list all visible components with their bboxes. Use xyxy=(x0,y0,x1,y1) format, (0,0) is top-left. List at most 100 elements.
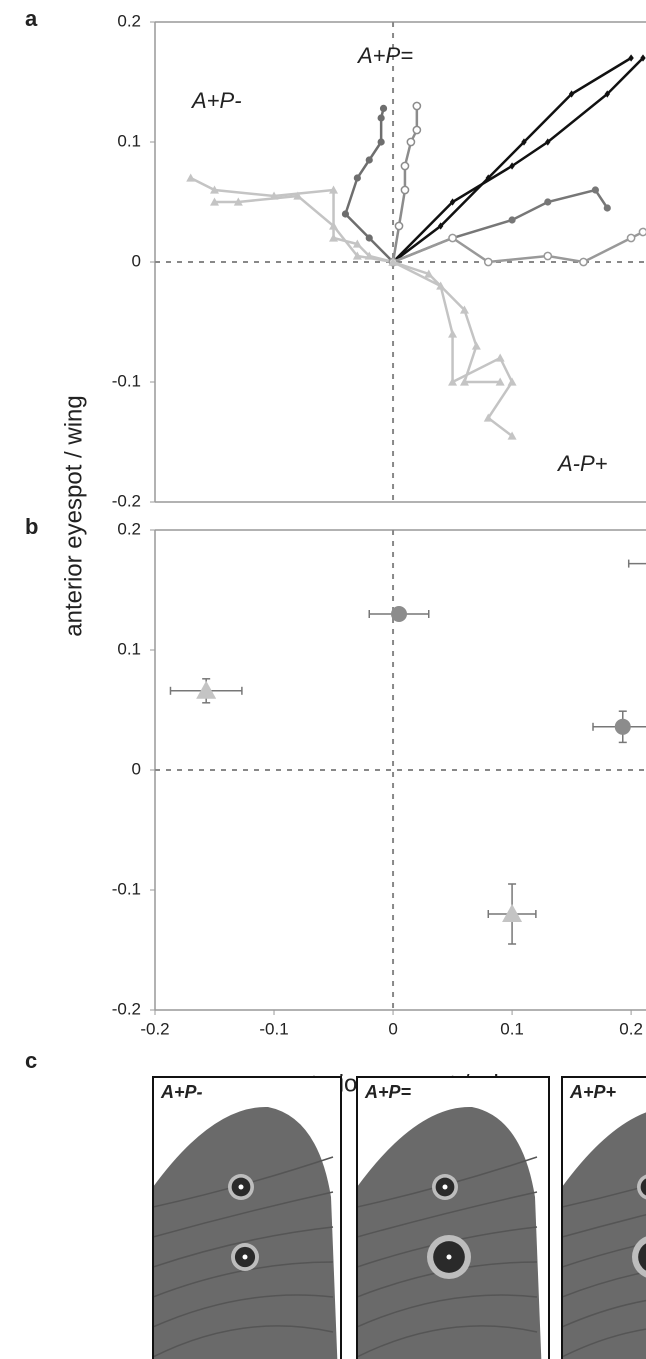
marker xyxy=(437,222,444,230)
marker xyxy=(353,174,361,182)
photo-label: A+P- xyxy=(160,1082,203,1102)
marker xyxy=(604,90,610,98)
trajectory-line xyxy=(392,260,501,384)
x-tick-label: 0.2 xyxy=(619,1019,643,1038)
marker xyxy=(579,257,588,267)
marker xyxy=(406,137,416,147)
marker xyxy=(449,198,456,206)
trajectory-line xyxy=(392,260,514,437)
marker xyxy=(210,197,220,206)
marker xyxy=(459,377,469,386)
trajectory-line xyxy=(214,194,394,264)
marker xyxy=(424,269,434,278)
y-tick-label: -0.2 xyxy=(112,999,141,1018)
panel-label: b xyxy=(25,514,38,539)
marker xyxy=(448,329,458,338)
trajectory-line xyxy=(190,176,394,264)
x-tick-label: -0.2 xyxy=(140,1019,169,1038)
marker xyxy=(521,138,527,146)
marker xyxy=(626,233,636,243)
marker xyxy=(329,233,339,242)
marker xyxy=(543,251,553,261)
marker xyxy=(638,227,646,237)
marker xyxy=(210,185,220,194)
marker xyxy=(233,197,243,206)
marker xyxy=(502,904,523,922)
marker xyxy=(388,257,398,266)
photo-label: A+P= xyxy=(364,1082,412,1102)
marker xyxy=(412,101,422,111)
wing-vein xyxy=(357,1191,538,1238)
marker xyxy=(391,606,407,622)
y-axis-label: anterior eyespot / wing xyxy=(60,395,87,636)
marker xyxy=(568,90,575,98)
wing-vein xyxy=(562,1213,646,1238)
wing-vein xyxy=(153,1294,334,1328)
marker xyxy=(365,234,373,242)
quadrant-label: A+P- xyxy=(190,88,242,113)
marker xyxy=(508,216,516,224)
marker xyxy=(614,718,631,735)
marker xyxy=(495,377,505,386)
panel-label: a xyxy=(25,6,38,31)
marker xyxy=(471,341,481,350)
marker xyxy=(448,233,457,243)
marker xyxy=(341,210,350,218)
x-tick-label: 0 xyxy=(388,1019,397,1038)
marker xyxy=(483,413,493,422)
marker xyxy=(603,204,611,212)
eyespot xyxy=(640,1178,646,1196)
y-tick-label: -0.1 xyxy=(112,879,141,898)
marker xyxy=(507,377,517,386)
marker xyxy=(544,198,552,206)
y-tick-label: 0.2 xyxy=(117,519,141,538)
wing-vein xyxy=(357,1294,538,1328)
marker xyxy=(352,239,362,248)
trajectory-line xyxy=(392,188,609,264)
marker xyxy=(196,680,217,699)
y-tick-label: 0.2 xyxy=(117,11,141,30)
plot-area xyxy=(155,530,646,1010)
marker xyxy=(329,185,339,194)
trajectory-line xyxy=(392,57,644,263)
marker xyxy=(377,138,385,146)
eyespot-pupil xyxy=(242,1254,248,1260)
marker xyxy=(483,257,493,267)
wing-photo xyxy=(153,1077,341,1359)
marker xyxy=(352,251,362,260)
y-tick-label: 0 xyxy=(132,759,141,778)
marker xyxy=(329,221,339,230)
plot-area xyxy=(155,22,646,502)
wing-vein xyxy=(153,1226,334,1268)
wing-photo xyxy=(562,1077,646,1359)
wing-images: A+P- A+P= A+P+ xyxy=(152,1076,646,1359)
wing-vein xyxy=(357,1325,538,1358)
trajectory-line xyxy=(344,108,394,263)
wing-vein xyxy=(153,1191,334,1238)
y-tick-label: 0 xyxy=(132,251,141,270)
trajectory-line xyxy=(392,56,632,263)
photo-frame xyxy=(356,1076,550,1359)
photo-frame xyxy=(561,1076,646,1359)
marker xyxy=(377,114,385,122)
marker xyxy=(628,54,634,62)
eyespot-pupil xyxy=(238,1184,244,1190)
marker xyxy=(459,305,469,314)
wing-vein xyxy=(562,1328,646,1358)
eyespot-pupil xyxy=(442,1184,448,1190)
marker xyxy=(495,353,505,362)
marker xyxy=(400,161,410,171)
y-tick-label: 0.1 xyxy=(117,639,141,658)
wing-vein xyxy=(562,1185,646,1208)
wing-vein xyxy=(562,1242,646,1268)
marker xyxy=(412,125,422,135)
marker xyxy=(591,186,599,194)
marker xyxy=(186,173,196,182)
photo-label: A+P+ xyxy=(569,1082,617,1102)
panel-label: c xyxy=(25,1048,37,1073)
quadrant-label: A-P+ xyxy=(556,451,608,476)
x-tick-label: -0.1 xyxy=(259,1019,288,1038)
y-tick-label: -0.2 xyxy=(112,491,141,510)
marker xyxy=(394,221,404,231)
wing-vein xyxy=(562,1299,646,1328)
